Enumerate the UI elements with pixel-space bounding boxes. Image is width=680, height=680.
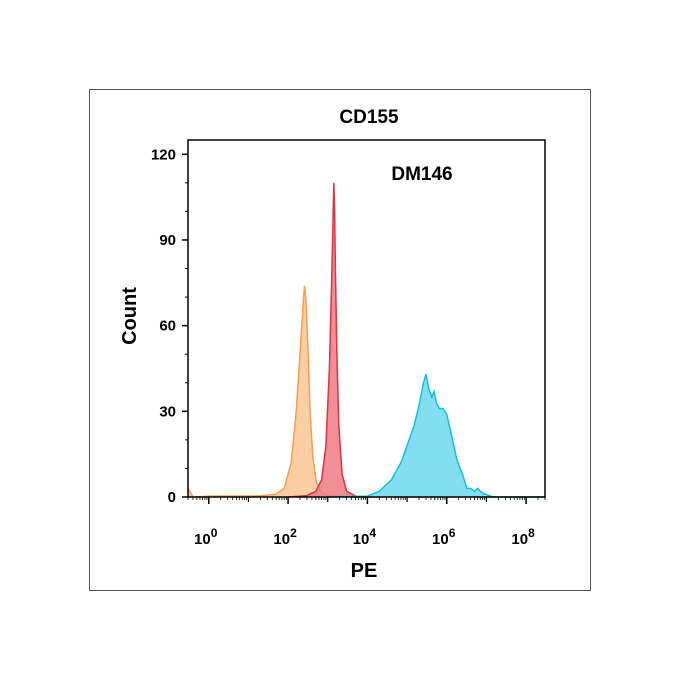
y-tick-label-90: 90 — [159, 232, 176, 249]
series-layer — [187, 182, 545, 498]
series-3-line — [327, 373, 545, 498]
series-3-fill — [327, 374, 545, 497]
y-tick-label-0: 0 — [168, 489, 176, 506]
x-tick-label-2: 102 — [273, 526, 297, 548]
y-tick-label-60: 60 — [159, 318, 176, 335]
x-axis-title: PE — [351, 560, 378, 582]
series-2-line — [288, 182, 368, 498]
y-tick-label-120: 120 — [151, 146, 176, 163]
y-tick-label-30: 30 — [159, 403, 176, 420]
series-1-fill — [188, 285, 545, 497]
y-axis-title: Count — [119, 287, 141, 345]
series-2-fill — [288, 182, 368, 498]
series-1-line — [187, 285, 545, 498]
x-tick-label-6: 106 — [432, 526, 456, 548]
x-tick-label-8: 108 — [511, 526, 535, 548]
chart-frame — [89, 89, 591, 591]
chart-annotation: DM146 — [391, 164, 452, 185]
x-tick-label-4: 104 — [353, 526, 377, 548]
x-tick-label-0: 100 — [194, 526, 218, 548]
chart-title: CD155 — [339, 107, 399, 128]
axis-layer: 0 30 60 90 120 100 102 104 106 108 — [151, 139, 546, 548]
plot-area-border — [187, 139, 546, 498]
